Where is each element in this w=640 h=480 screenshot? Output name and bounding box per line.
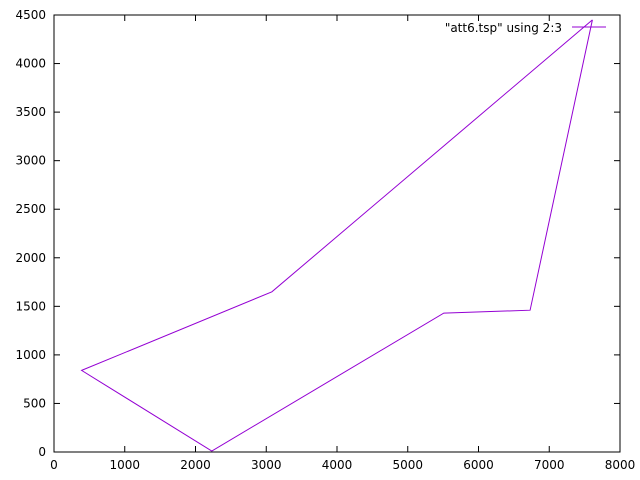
y-tick-label: 1500 xyxy=(15,299,46,313)
series-layer xyxy=(80,19,593,452)
y-axis: 0 500 1000 1500 2000 2500 3000 3500 4000 4500 xyxy=(15,8,620,459)
legend-label: "att6.tsp" using 2:3 xyxy=(445,21,562,35)
x-axis: 0 1000 2000 3000 4000 5000 6000 7000 8000 xyxy=(50,15,635,472)
x-tick-label: 4000 xyxy=(322,458,353,472)
x-tick-label: 2000 xyxy=(180,458,211,472)
x-tick-label: 0 xyxy=(50,458,58,472)
x-tick-label: 6000 xyxy=(463,458,494,472)
y-tick-label: 0 xyxy=(38,445,46,459)
x-tick-label: 3000 xyxy=(251,458,282,472)
y-tick-label: 4000 xyxy=(15,57,46,71)
y-tick-label: 2000 xyxy=(15,251,46,265)
y-tick-label: 500 xyxy=(23,396,46,410)
y-tick-label: 3000 xyxy=(15,154,46,168)
x-tick-label: 1000 xyxy=(109,458,140,472)
series-line xyxy=(80,19,593,452)
x-tick-label: 5000 xyxy=(392,458,423,472)
legend: "att6.tsp" using 2:3 xyxy=(445,21,606,35)
y-tick-label: 1000 xyxy=(15,348,46,362)
x-tick-label: 7000 xyxy=(534,458,565,472)
y-tick-label: 3500 xyxy=(15,105,46,119)
y-tick-label: 4500 xyxy=(15,8,46,22)
plot-frame xyxy=(53,14,621,453)
x-tick-label: 8000 xyxy=(605,458,636,472)
y-tick-label: 2500 xyxy=(15,202,46,216)
